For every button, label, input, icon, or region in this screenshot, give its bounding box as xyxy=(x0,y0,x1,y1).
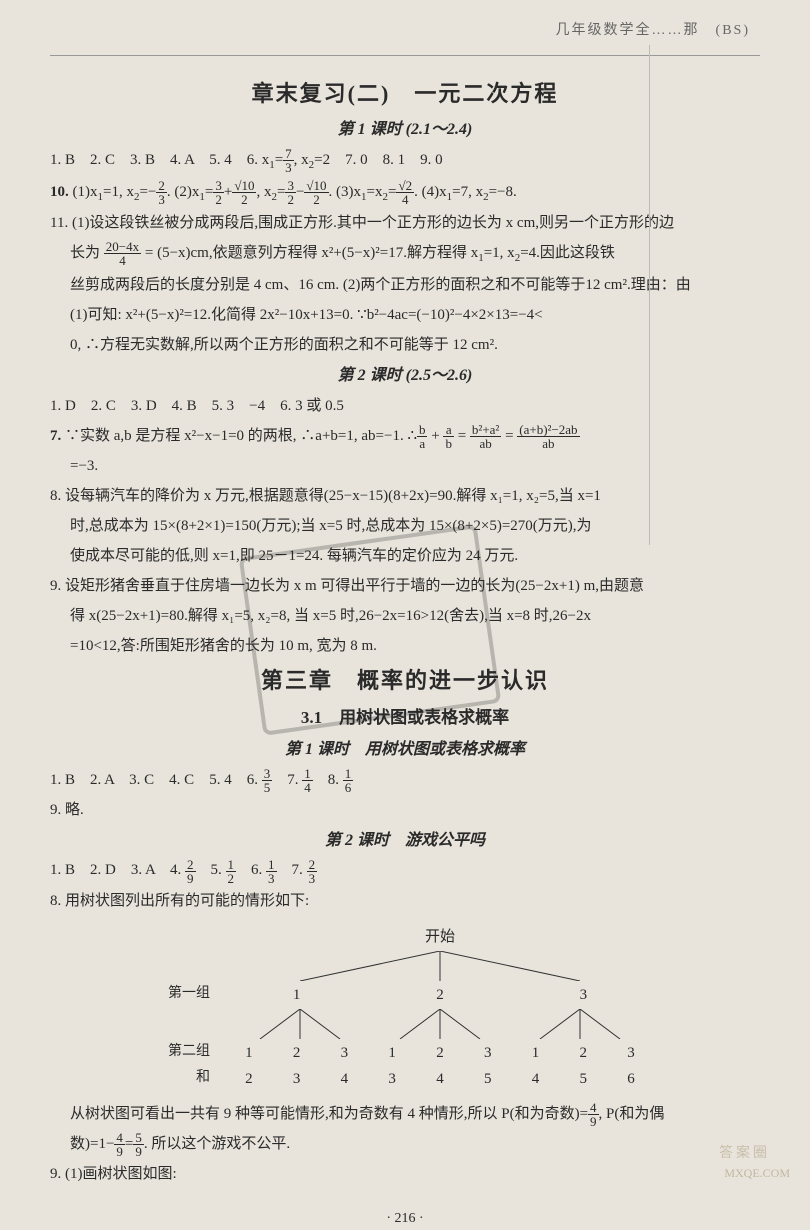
header-rule xyxy=(50,55,760,56)
l2-q8-b: 时,总成本为 15×(8+2×1)=150(万元);当 x=5 时,总成本为 1… xyxy=(50,513,760,540)
tree-row1-nodes: 123 xyxy=(225,983,655,1007)
chapter-review-title: 章末复习(二) 一元二次方程 xyxy=(50,76,760,111)
q11-line-d: (1)可知: x²+(5−x)²=12.化简得 2x²−10x+13=0. ∵b… xyxy=(50,302,760,329)
tree-row3-nodes: 234345456 xyxy=(225,1067,655,1091)
watermark-brand: 答案圈 xyxy=(719,1143,770,1165)
tree-row2-nodes: 123123123 xyxy=(225,1041,655,1065)
lesson1-title: 第 1 课时 (2.1～2.4) xyxy=(50,117,760,143)
chapter3-title: 第三章 概率的进一步认识 xyxy=(50,663,760,698)
lesson1-answers: 1. B 2. C 3. B 4. A 5. 4 6. x1=73, x2=2 … xyxy=(50,147,760,176)
q11-line-c: 丝剪成两段后的长度分别是 4 cm、16 cm. (2)两个正方形的面积之和不可… xyxy=(50,272,760,299)
l2-q7-b: =−3. xyxy=(50,453,760,480)
lesson2-answers: 1. D 2. C 3. D 4. B 5. 3 −4 6. 3 或 0.5 xyxy=(50,393,760,420)
tree-row1-label: 第一组 xyxy=(155,983,225,1005)
tree-branches-2 xyxy=(240,1009,640,1039)
tree-row2-label: 第二组 xyxy=(155,1041,225,1063)
vertical-rule xyxy=(649,45,650,545)
s31-l1-q9: 9. 略. xyxy=(50,797,760,824)
tree-branches-1 xyxy=(240,951,640,981)
q11-line-e: 0, ∴方程无实数解,所以两个正方形的面积之和不可能等于 12 cm². xyxy=(50,332,760,359)
q10: 10. (1)x1=1, x2=−23. (2)x1=32+√102, x2=3… xyxy=(50,179,760,208)
l2-q9-a: 9. 设矩形猪舍垂直于住房墙一边长为 x m 可得出平行于墙的一边的长为(25−… xyxy=(50,573,760,600)
section31-title: 3.1 用树状图或表格求概率 xyxy=(50,704,760,731)
s31-l2-q8-conc-a: 从树状图可看出一共有 9 种等可能情形,和为奇数有 4 种情形,所以 P(和为奇… xyxy=(50,1101,760,1128)
tree-start: 开始 xyxy=(425,925,455,949)
l2-q8-a: 8. 设每辆汽车的降价为 x 万元,根据题意得(25−x−15)(8+2x)=9… xyxy=(50,483,760,510)
l2-q9-c: =10<12,答:所围矩形猪舍的长为 10 m, 宽为 8 m. xyxy=(50,633,760,660)
s31-l2-q8-intro: 8. 用树状图列出所有的可能的情形如下: xyxy=(50,888,760,915)
s31-l2-q9: 9. (1)画树状图如图: xyxy=(50,1161,760,1188)
s31-lesson1-title: 第 1 课时 用树状图或表格求概率 xyxy=(50,737,760,763)
l2-q9-b: 得 x(25−2x+1)=80.解得 x₁=5, x₂=8, 当 x=5 时,2… xyxy=(50,603,760,630)
q11-line-b: 长为 20−4x4 = (5−x)cm,依题意列方程得 x²+(5−x)²=17… xyxy=(50,240,760,269)
tree-diagram: 开始 第一组 123 第二组 123123123 和 234345456 xyxy=(155,925,655,1091)
lesson2-title: 第 2 课时 (2.5～2.6) xyxy=(50,363,760,389)
l2-q7-a: 7. ∵实数 a,b 是方程 x²−x−1=0 的两根, ∴a+b=1, ab=… xyxy=(50,423,760,450)
s31-l2-q8-conc-b: 数)=1−49=59. 所以这个游戏不公平. xyxy=(50,1131,760,1158)
s31-l2-answers: 1. B 2. D 3. A 4. 29 5. 12 6. 13 7. 23 xyxy=(50,857,760,884)
tree-row3-label: 和 xyxy=(155,1067,225,1089)
s31-l1-answers: 1. B 2. A 3. C 4. C 5. 4 6. 35 7. 14 8. … xyxy=(50,767,760,794)
l2-q8-c: 使成本尽可能的低,则 x=1,即 25－1=24. 每辆汽车的定价应为 24 万… xyxy=(50,543,760,570)
q11-line-a: 11. (1)设这段铁丝被分成两段后,围成正方形.其中一个正方形的边长为 x c… xyxy=(50,210,760,237)
s31-lesson2-title: 第 2 课时 游戏公平吗 xyxy=(50,828,760,854)
header-right: 几年级数学全……那 (BS) xyxy=(556,20,750,42)
page-number: · 216 · xyxy=(50,1208,760,1230)
watermark-url: MXQE.COM xyxy=(724,1164,790,1183)
